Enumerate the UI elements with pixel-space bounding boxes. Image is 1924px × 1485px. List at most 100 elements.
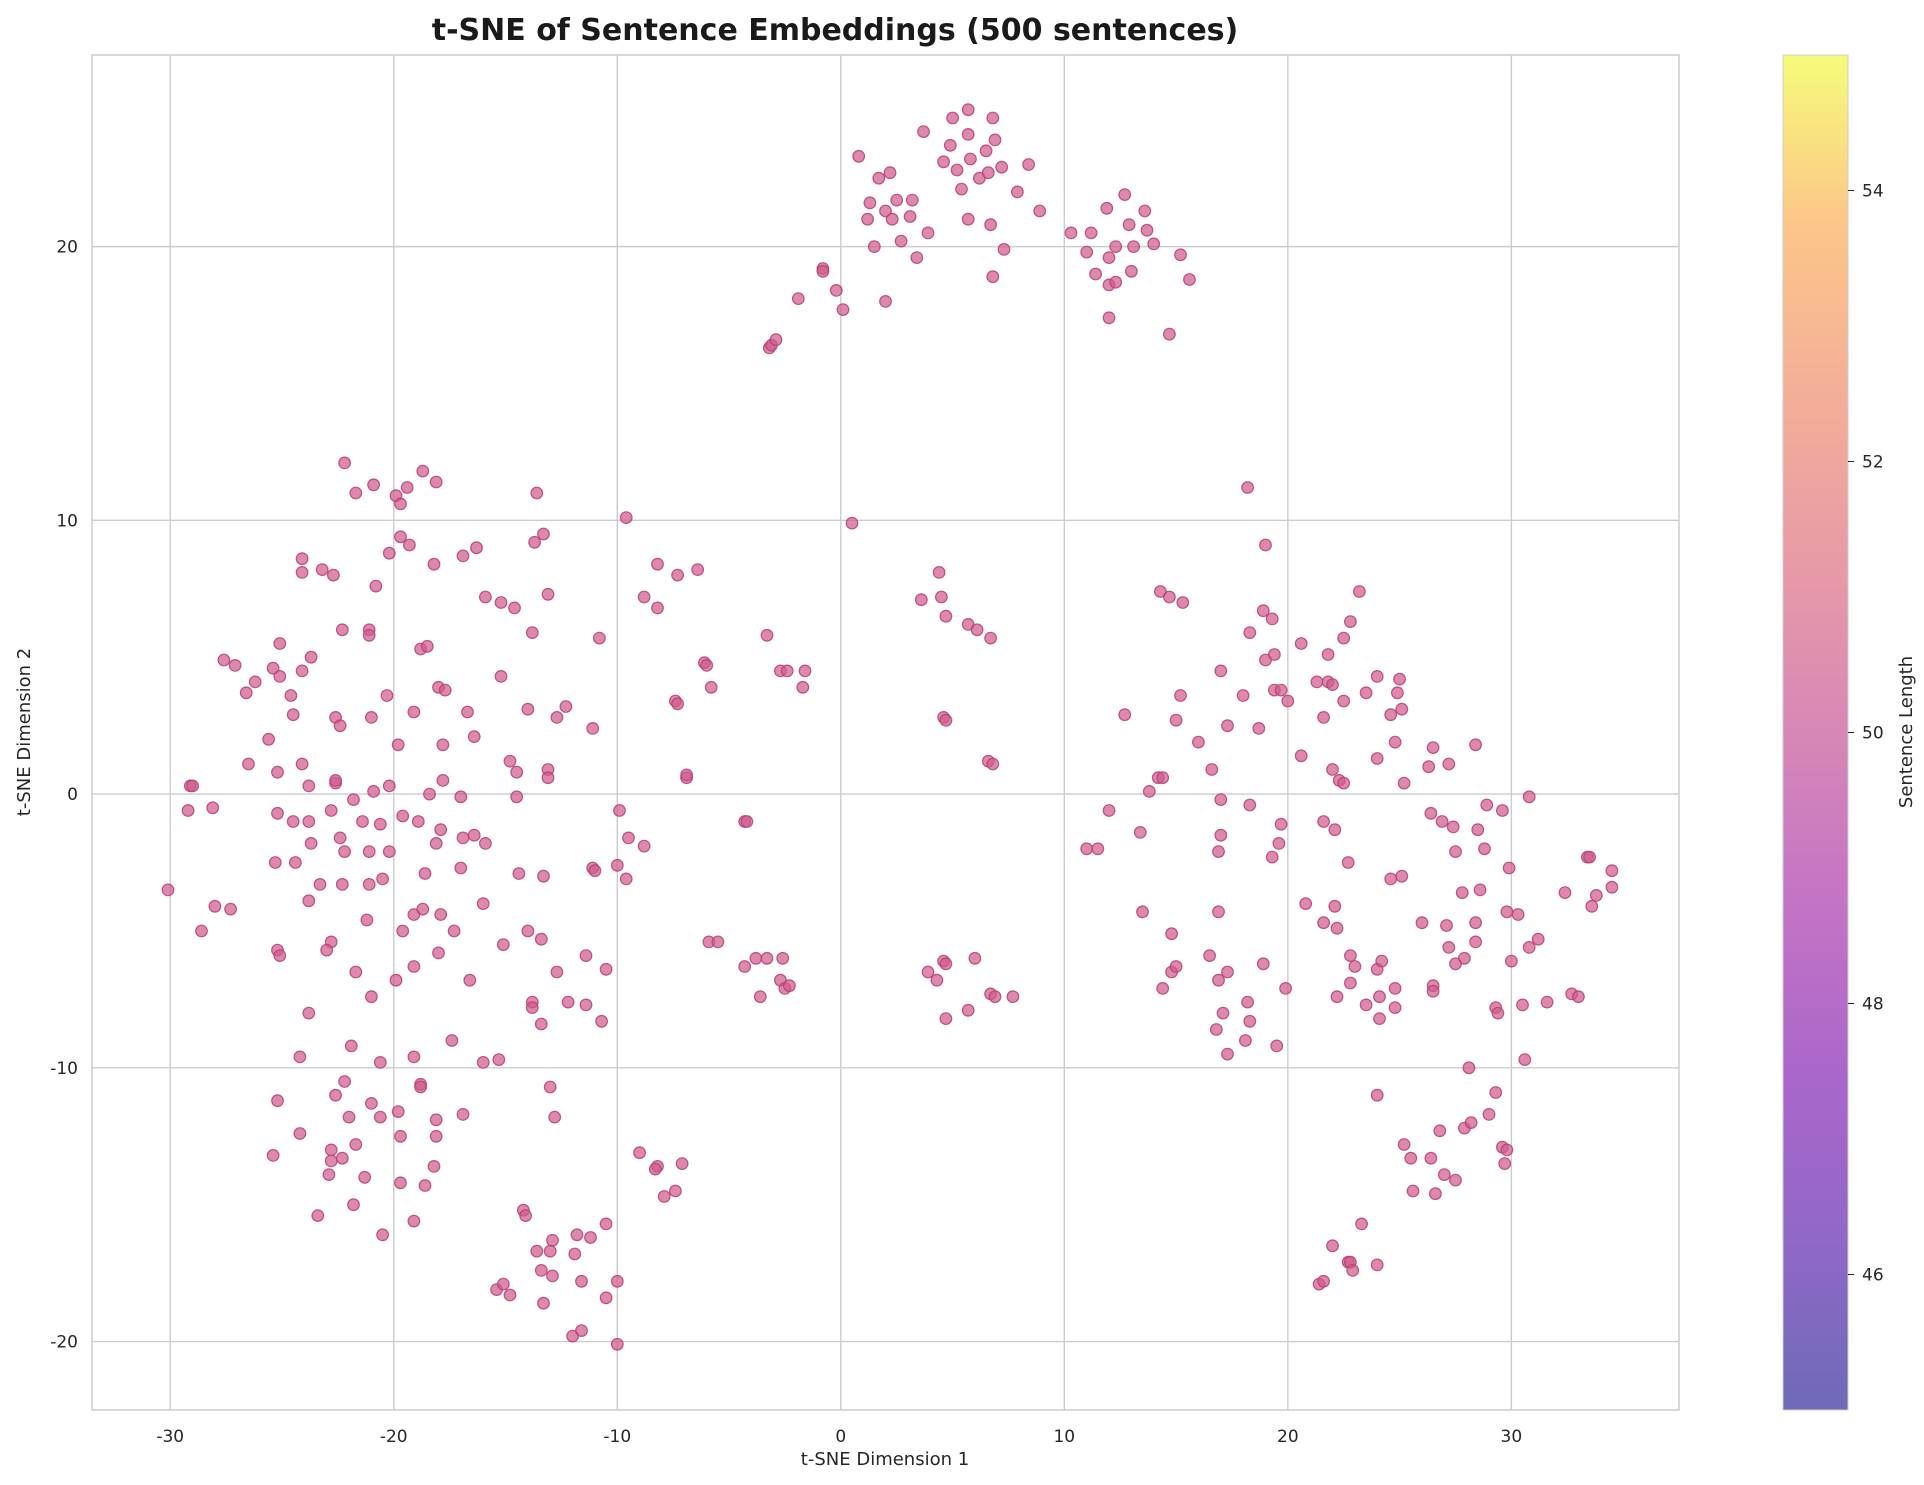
scatter-point — [286, 708, 300, 722]
x-tick-label: 20 — [1277, 1427, 1299, 1447]
scatter-point — [586, 722, 600, 735]
scatter-point — [935, 590, 948, 604]
scatter-point — [1241, 481, 1254, 494]
scatter-point — [349, 1138, 363, 1151]
scatter-point — [599, 1217, 613, 1231]
scatter-point — [456, 1107, 470, 1121]
scatter-point — [1504, 954, 1518, 968]
scatter-point — [883, 166, 897, 180]
scatter-point — [367, 478, 381, 492]
scatter-point — [1605, 880, 1619, 894]
scatter-point — [1326, 678, 1339, 691]
scatter-point — [365, 711, 378, 724]
scatter-point — [961, 103, 975, 117]
scatter-point — [445, 1034, 459, 1047]
scatter-point — [438, 683, 452, 697]
scatter-point — [1518, 1053, 1532, 1066]
scatter-point — [1337, 631, 1351, 645]
scatter-point — [463, 973, 477, 987]
scatter-point — [1256, 604, 1270, 618]
scatter-point — [436, 738, 450, 752]
scatter-point — [335, 1151, 349, 1165]
colorbar-label: Sentence Length — [1896, 656, 1917, 808]
scatter-point — [570, 1228, 584, 1242]
scatter-point — [467, 828, 481, 842]
scatter-point — [1214, 664, 1228, 678]
scatter-point — [1317, 916, 1330, 930]
scatter-point — [1422, 760, 1436, 774]
scatter-point — [376, 872, 390, 886]
scatter-point — [610, 1337, 624, 1351]
scatter-point — [894, 234, 908, 248]
scatter-point — [362, 628, 376, 642]
scatter-point — [1033, 204, 1047, 218]
scatter-point — [302, 894, 316, 908]
scatter-point — [396, 809, 410, 823]
scatter-point — [530, 1244, 544, 1258]
scatter-point — [1393, 672, 1406, 686]
scatter-point — [418, 867, 432, 880]
scatter-point — [1212, 845, 1225, 858]
scatter-point — [534, 932, 548, 946]
scatter-point — [1464, 1116, 1478, 1129]
scatter-point — [1270, 1039, 1284, 1053]
scatter-point — [324, 1143, 338, 1157]
scatter-points — [161, 103, 1619, 1351]
x-tick-label: 30 — [1501, 1427, 1523, 1447]
scatter-point — [1238, 1034, 1252, 1047]
scatter-point — [981, 166, 995, 180]
scatter-point — [760, 628, 774, 642]
scatter-point — [1162, 327, 1176, 341]
scatter-point — [329, 774, 343, 787]
scatter-point — [476, 897, 490, 910]
y-tick-label: -20 — [50, 1333, 78, 1353]
scatter-point — [161, 883, 175, 897]
scatter-point — [1176, 596, 1190, 609]
scatter-point — [349, 965, 363, 979]
scatter-point — [286, 815, 300, 828]
scatter-point — [224, 902, 238, 916]
scatter-point — [939, 957, 953, 971]
scatter-point — [494, 596, 508, 609]
scatter-point — [356, 815, 369, 828]
scatter-point — [1279, 982, 1292, 995]
scatter-point — [1583, 850, 1596, 864]
colorbar-tick-label: 50 — [1862, 724, 1884, 744]
scatter-point — [461, 705, 474, 719]
scatter-point — [382, 779, 396, 793]
scatter-point — [610, 1274, 624, 1288]
x-tick-label: -10 — [603, 1427, 631, 1447]
scatter-point — [429, 1129, 443, 1143]
scatter-point — [1140, 223, 1154, 237]
scatter-point — [1317, 815, 1330, 828]
scatter-point — [1449, 957, 1462, 971]
scatter-point — [1337, 694, 1351, 708]
scatter-point — [1142, 785, 1156, 798]
scatter-point — [1491, 1006, 1505, 1020]
y-tick-label: 10 — [56, 511, 78, 531]
scatter-point — [1064, 226, 1078, 240]
scatter-point — [932, 566, 946, 579]
scatter-point — [648, 1162, 662, 1176]
scatter-point — [512, 867, 526, 880]
scatter-point — [358, 1170, 372, 1184]
scatter-point — [239, 686, 253, 700]
scatter-point — [521, 702, 535, 716]
scatter-point — [1370, 670, 1384, 683]
scatter-point — [1274, 817, 1288, 831]
scatter-point — [537, 1296, 550, 1310]
scatter-point — [1216, 1006, 1230, 1020]
scatter-point — [995, 160, 1009, 174]
scatter-point — [939, 1012, 953, 1025]
scatter-point — [369, 579, 383, 593]
scatter-point — [546, 1269, 559, 1283]
scatter-point — [1355, 1217, 1368, 1231]
scatter-point — [362, 845, 376, 858]
scatter-point — [671, 568, 684, 582]
scatter-point — [946, 111, 959, 125]
scatter-point — [1080, 245, 1094, 259]
scatter-point — [955, 182, 968, 196]
scatter-point — [373, 1110, 387, 1124]
scatter-point — [1205, 763, 1219, 776]
scatter-point — [1343, 949, 1357, 962]
